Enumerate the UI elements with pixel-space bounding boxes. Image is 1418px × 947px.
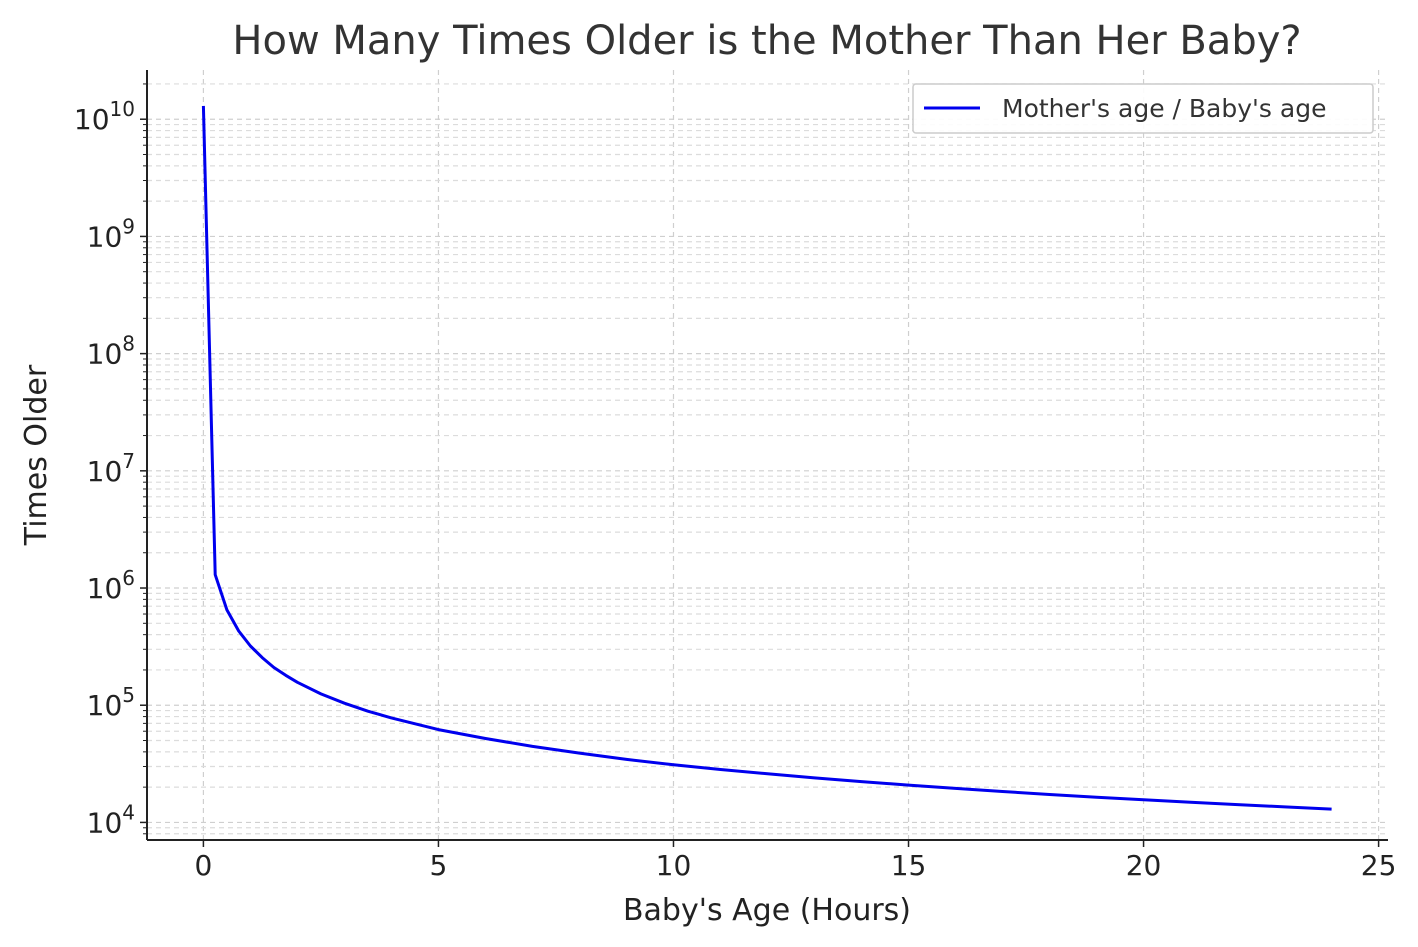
- y-tick-label: 109: [87, 214, 135, 253]
- y-tick-label: 104: [87, 800, 135, 839]
- y-tick-label: 107: [87, 449, 135, 488]
- grid: [147, 70, 1388, 840]
- x-tick-label: 20: [1126, 849, 1162, 882]
- series-line: [201, 105, 1332, 811]
- y-tick-label: 105: [87, 683, 135, 722]
- series-lines: [201, 105, 1332, 811]
- x-tick-label: 10: [656, 849, 692, 882]
- x-axis-label: Baby's Age (Hours): [623, 893, 911, 928]
- x-ticks: 0 5 10 15 20 25: [194, 840, 1396, 882]
- y-tick-label: 1010: [74, 97, 135, 136]
- y-axis-label: Times Older: [19, 364, 54, 546]
- x-tick-label: 0: [194, 849, 212, 882]
- legend-label: Mother's age / Baby's age: [1002, 94, 1326, 123]
- y-ticks: 104 105 106 107 108 109 1010: [74, 83, 147, 839]
- y-tick-label: 106: [87, 566, 135, 605]
- x-tick-label: 15: [891, 849, 927, 882]
- y-tick-label: 108: [87, 332, 135, 371]
- x-tick-label: 5: [430, 849, 448, 882]
- chart-title: How Many Times Older is the Mother Than …: [232, 18, 1301, 64]
- legend-box: [912, 83, 1374, 134]
- x-tick-label: 25: [1361, 849, 1397, 882]
- axes: [146, 70, 1388, 841]
- legend: Mother's age / Baby's age: [912, 83, 1374, 134]
